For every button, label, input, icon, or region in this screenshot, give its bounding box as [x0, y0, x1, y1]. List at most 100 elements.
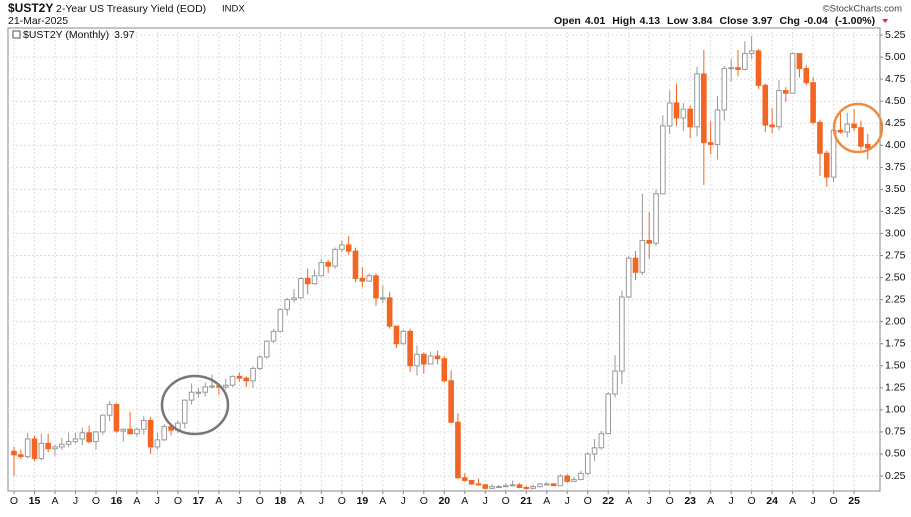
x-tick-label: 20: [438, 495, 450, 507]
candle-body: [639, 240, 646, 273]
candle-body: [796, 53, 803, 70]
candle-body: [99, 414, 106, 433]
candle-body: [161, 426, 168, 441]
candle-body: [612, 370, 618, 395]
x-tick-label: A: [133, 495, 140, 507]
candle-body: [694, 73, 700, 128]
candle-body: [571, 479, 577, 482]
candle-body: [714, 109, 721, 145]
x-tick-label: A: [297, 495, 304, 507]
x-tick-label: O: [666, 495, 674, 507]
quote-item: 4.13: [640, 15, 661, 27]
candle-body: [318, 262, 325, 277]
quote: Open 4.01 High 4.13 Low 3.84 Close 3.97 Chg -0.04…: [554, 15, 889, 27]
quote-item: Open: [554, 15, 581, 27]
x-tick-label: A: [789, 495, 796, 507]
candle-body: [154, 439, 161, 448]
candle-body: [257, 356, 263, 369]
x-tick-label: O: [748, 495, 756, 507]
candle-body: [209, 385, 215, 388]
x-tick-label: A: [379, 495, 386, 507]
y-tick-label: 3.50: [885, 183, 906, 195]
exchange: INDX: [222, 4, 245, 15]
y-tick-label: 4.25: [885, 117, 906, 129]
x-tick-label: A: [461, 495, 468, 507]
candle-body: [482, 484, 489, 489]
candle-body: [823, 152, 830, 178]
x-tick-label: J: [155, 495, 160, 507]
candle-body: [578, 472, 584, 481]
quote-item: Chg: [780, 15, 800, 27]
legend-swatch: [12, 30, 21, 39]
quote-item: Close: [719, 15, 748, 27]
candle-body: [660, 125, 666, 195]
candle-body: [605, 393, 612, 435]
x-tick-label: J: [237, 495, 242, 507]
quote-item: 3.97: [752, 15, 773, 27]
x-tick-label: O: [92, 495, 100, 507]
x-tick-label: J: [401, 495, 406, 507]
candle-body: [366, 275, 372, 282]
x-tick-label: 16: [111, 495, 123, 507]
x-tick-label: O: [420, 495, 428, 507]
candle-body: [523, 486, 530, 489]
candle-body: [106, 404, 113, 416]
candle-body: [509, 484, 516, 487]
down-arrow: [882, 19, 889, 23]
candle-body: [817, 121, 823, 154]
candle-body: [837, 129, 844, 133]
candle-body: [59, 443, 65, 448]
y-tick-label: 0.50: [885, 448, 906, 460]
candle-body: [537, 483, 543, 488]
candle-body: [619, 296, 625, 372]
candle-body: [844, 123, 851, 133]
x-tick-label: O: [256, 495, 264, 507]
y-tick-label: 2.25: [885, 293, 906, 305]
x-tick-label: A: [543, 495, 550, 507]
candle-body: [65, 441, 72, 445]
x-tick-label: 22: [602, 495, 614, 507]
candle-body: [687, 108, 693, 128]
plot-area: [7, 27, 881, 492]
y-tick-label: 1.25: [885, 382, 906, 394]
y-tick-label: 4.00: [885, 139, 906, 151]
quote-item: 3.84: [692, 15, 713, 27]
highlight-ellipse: [160, 374, 230, 436]
quote-item: 4.01: [585, 15, 606, 27]
candle-body: [421, 353, 427, 365]
x-tick-label: 23: [684, 495, 696, 507]
candle-body: [721, 68, 728, 111]
candle-body: [557, 475, 564, 487]
y-tick-label: 0.75: [885, 426, 906, 438]
y-tick-label: 2.50: [885, 271, 906, 283]
quote-item: (-1.00%): [835, 15, 875, 27]
x-tick-label: 25: [848, 495, 860, 507]
candle-body: [113, 404, 120, 432]
candle-body: [181, 399, 188, 424]
candle-body: [564, 475, 571, 482]
x-tick-label: O: [174, 495, 182, 507]
y-tick-label: 0.25: [885, 470, 906, 482]
candle-body: [543, 483, 550, 486]
candle-body: [24, 438, 31, 458]
candle-body: [455, 421, 461, 479]
candle-body: [489, 486, 495, 489]
x-tick-label: 21: [520, 495, 532, 507]
candle-body: [243, 377, 250, 382]
candle-body: [646, 240, 652, 244]
candle-body: [461, 477, 468, 481]
highlight-circle: [832, 102, 884, 154]
candle-body: [598, 433, 605, 449]
candle-body: [250, 367, 256, 382]
candle-body: [851, 123, 857, 129]
candle-body: [86, 432, 92, 443]
candle-body: [407, 330, 413, 367]
candle-body: [45, 442, 51, 450]
x-tick-label: 15: [29, 495, 41, 507]
x-tick-label: A: [51, 495, 58, 507]
candle-body: [591, 447, 598, 455]
symbol: $UST2Y: [8, 1, 53, 15]
candle-body: [803, 68, 810, 84]
candle-body: [742, 53, 748, 70]
